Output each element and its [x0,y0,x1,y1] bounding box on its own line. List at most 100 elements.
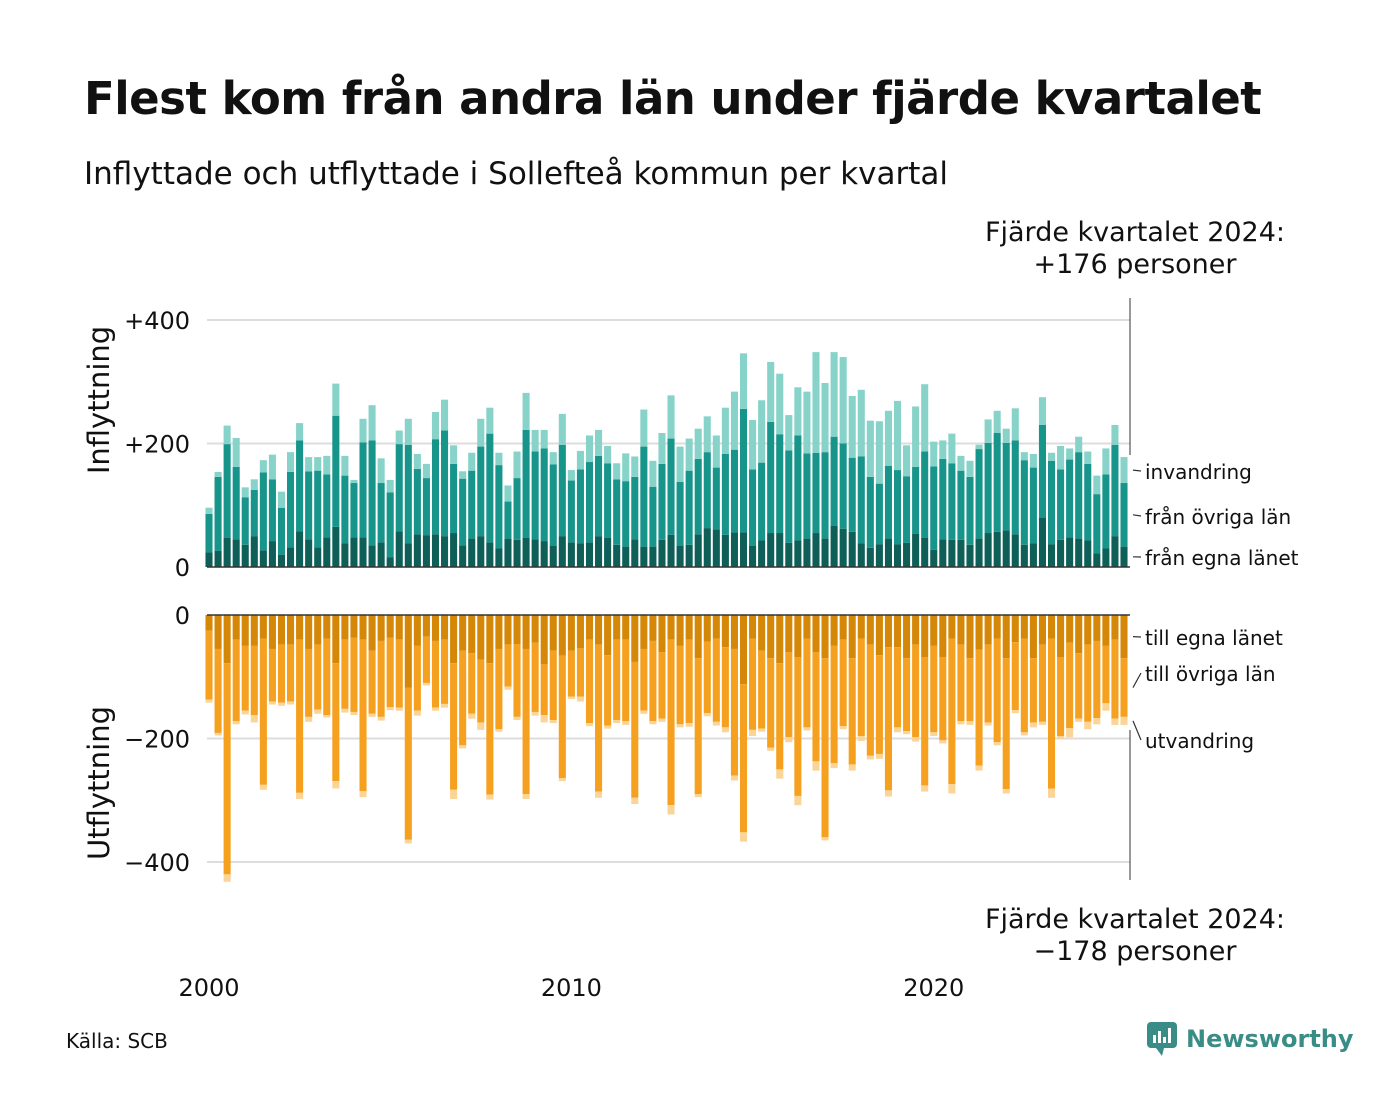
inflow-bar-fran-ovriga-lan [305,471,313,540]
outflow-bar-utvandring [1075,718,1083,722]
inflow-bar-fran-egna-lanet [1011,534,1019,567]
inflow-bar-invandring [830,352,838,437]
inflow-bar-fran-egna-lanet [214,550,222,567]
inflow-bar-fran-egna-lanet [1102,548,1110,567]
outflow-bar-till-ovriga-lan [368,650,376,714]
inflow-bar-fran-ovriga-lan [939,458,947,540]
outflow-bar-till-egna-lanet [739,615,748,685]
outflow-bar-utvandring [214,732,222,736]
series-label-till-egna-lanet: till egna länet [1145,626,1283,650]
inflow-bar-invandring [758,400,766,463]
inflow-bar-fran-egna-lanet [785,542,793,567]
outflow-bar-till-ovriga-lan [1075,653,1083,719]
inflow-bar-fran-egna-lanet [875,544,883,567]
inflow-bar-fran-ovriga-lan [341,475,349,544]
inflow-bar-invandring [921,384,929,452]
inflow-axis-title-group: Inflyttning [82,326,116,474]
outflow-bar-utvandring [422,682,430,686]
outflow-bar-utvandring [694,794,702,798]
outflow-bar-till-ovriga-lan [939,656,947,741]
chart-title: Flest kom från andra län under fjärde kv… [84,72,1262,125]
inflow-bar-fran-egna-lanet [468,538,476,567]
outflow-bar-till-ovriga-lan [305,648,313,717]
inflow-bar-invandring [287,452,295,472]
outflow-bar-till-ovriga-lan [277,644,286,703]
outflow-bar-utvandring [758,728,766,732]
inflow-bar-fran-egna-lanet [413,534,421,567]
inflow-bar-invandring [812,352,820,453]
outflow-bar-till-egna-lanet [730,615,738,649]
outflow-bar-till-egna-lanet [966,615,974,659]
outflow-bar-till-ovriga-lan [685,639,693,724]
outflow-bar-utvandring [1029,722,1037,728]
inflow-bar-invandring [749,420,757,470]
inflow-bar-invandring [232,437,240,467]
inflow-bar-fran-ovriga-lan [1047,460,1056,545]
outflow-bar-till-ovriga-lan [1084,644,1092,722]
inflow-bar-fran-ovriga-lan [1038,424,1046,518]
outflow-bar-till-egna-lanet [785,615,793,653]
outflow-bar-till-ovriga-lan [540,664,548,716]
outflow-bar-till-egna-lanet [431,615,440,641]
outflow-bar-till-ovriga-lan [848,658,856,765]
outflow-bar-till-egna-lanet [277,615,286,645]
inflow-bar-fran-egna-lanet [341,543,349,567]
inflow-bar-invandring [776,373,784,435]
outflow-bar-till-ovriga-lan [912,644,920,738]
inflow-bar-fran-ovriga-lan [332,415,340,527]
outflow-bar-till-egna-lanet [441,615,449,640]
newsworthy-logo-icon [1147,1022,1177,1056]
outflow-bar-utvandring [513,716,521,720]
inflow-bar-fran-ovriga-lan [622,481,630,547]
outflow-bar-utvandring [812,761,820,771]
inflow-bar-invandring [866,420,874,477]
inflow-bar-fran-egna-lanet [368,545,376,567]
outflow-bar-till-egna-lanet [767,615,775,659]
outflow-bar-utvandring [830,763,838,769]
inflow-bar-invandring [1102,448,1110,475]
inflow-bar-invandring [1011,408,1019,441]
outflow-bar-till-ovriga-lan [404,687,412,840]
inflow-bar-fran-ovriga-lan [903,476,911,543]
outflow-bar-utvandring [984,722,992,726]
outflow-bar-utvandring [803,727,811,731]
inflow-bar-fran-ovriga-lan [223,444,231,538]
outflow-bar-utvandring [305,716,313,722]
outflow-bar-till-ovriga-lan [776,663,784,770]
inflow-bar-invandring [667,395,675,439]
inflow-bar-fran-egna-lanet [287,547,295,567]
inflow-bar-fran-egna-lanet [703,528,711,567]
outflow-bar-utvandring [866,755,874,760]
inflow-bar-invandring [250,479,258,490]
inflow-bar-fran-egna-lanet [857,543,865,567]
outflow-bar-till-egna-lanet [540,615,548,665]
inflow-bar-fran-ovriga-lan [730,449,738,533]
outflow-bar-till-egna-lanet [812,615,820,653]
x-tick-label: 2010 [541,974,602,1000]
outflow-bar-utvandring [341,708,349,713]
outflow-bar-till-egna-lanet [758,615,766,651]
inflow-bar-invandring [721,407,729,454]
inflow-bar-fran-ovriga-lan [739,408,748,533]
inflow-bar-invandring [875,421,883,484]
outflow-bar-till-ovriga-lan [241,645,249,711]
inflow-axis-title: Inflyttning [82,326,116,474]
outflow-bar-till-ovriga-lan [1047,638,1056,789]
outflow-bar-utvandring [250,715,258,723]
series-label-leader [1132,514,1142,517]
inflow-bar-fran-egna-lanet [712,529,720,567]
inflow-bar-fran-ovriga-lan [1111,444,1119,537]
inflow-bar-fran-egna-lanet [803,538,811,567]
outflow-bar-till-ovriga-lan [522,648,530,795]
bars [205,352,1128,882]
outflow-bar-till-ovriga-lan [631,661,639,798]
inflow-bar-invandring [712,435,720,468]
series-label-utvandring: utvandring [1145,729,1254,753]
inflow-bar-invandring [694,428,702,459]
outflow-bar-utvandring [767,747,775,751]
outflow-bar-till-egna-lanet [821,615,829,659]
inflow-bar-fran-ovriga-lan [749,469,757,547]
inflow-bar-fran-ovriga-lan [585,462,594,543]
outflow-bar-till-egna-lanet [1084,615,1092,645]
outflow-bar-utvandring [377,716,385,721]
